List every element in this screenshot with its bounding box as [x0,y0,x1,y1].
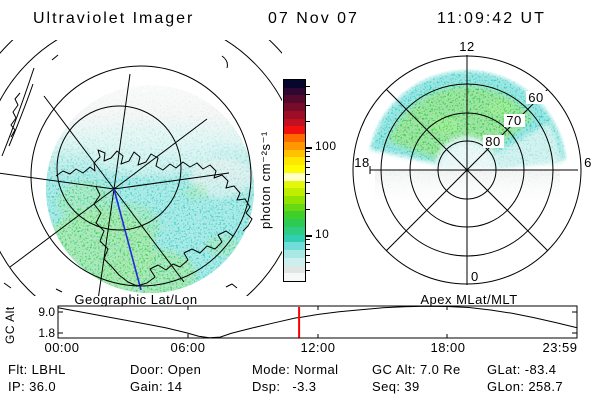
lat-label-bg [504,114,525,127]
xtick-0600: 06:00 [170,340,205,354]
meridian-lines [0,73,230,296]
status-gc-alt: GC Alt: 7.0 Re [372,362,461,377]
colorbar-label: photon cm⁻²s⁻¹ [258,131,273,229]
status-dsp: Dsp: -3.3 [252,379,317,394]
south-america-coast-2 [8,83,34,147]
clock-label-18: 18 [354,155,369,170]
xtick-2359: 23:59 [542,340,577,354]
status-flt: Flt: LBHL [8,362,66,377]
status-gain: Gain: 14 [130,379,183,394]
status-ip: IP: 36.0 [8,379,57,394]
xtick-0000: 00:00 [44,340,79,354]
lat-label-bg [526,91,547,104]
lat-label-70: 70 [506,113,521,128]
lat-label-60: 60 [528,90,543,105]
mlat-grid [352,55,582,285]
xtick-1200: 12:00 [300,340,335,354]
antarctica-coast-inner [93,186,234,287]
header-time: 11:09:42 UT [437,10,546,27]
gc-alt-ylabel: GC Alt [3,306,17,344]
colorbar-ticks: 100 10 [306,79,346,280]
status-glon: GLon: 258.7 [487,379,563,394]
gc-alt-curve [57,305,577,339]
status-seq: Seq: 39 [372,379,420,394]
left-polar-image [0,40,282,296]
caption-right: Apex MLat/MLT [420,294,517,307]
geographic-grid [0,40,282,296]
gc-alt-plot: Geographic Lat/Lon Apex MLat/MLT GC Alt … [3,294,578,354]
satellite-track-line [113,188,142,291]
colorbar-bands [283,79,306,282]
status-door: Door: Open [130,362,202,377]
right-polar-image: 12 18 6 0 60 70 80 [352,40,592,285]
aurora-blob [368,69,568,202]
status-mode: Mode: Normal [252,362,339,377]
caption-left: Geographic Lat/Lon [74,294,197,307]
south-america-coast-1 [1,67,35,157]
lat-label-80: 80 [485,134,500,149]
clock-label-6: 6 [584,155,592,170]
ytick-9.0: 9.0 [38,305,55,319]
coast-fragments [3,54,238,293]
white-speckle-right [368,69,568,202]
status-glat: GLat: -83.4 [487,362,557,377]
header-date: 07 Nov 07 [268,10,359,27]
clock-label-0: 0 [471,269,479,284]
coastline [1,54,253,293]
axis-ticks [58,306,577,338]
ytick-1.8: 1.8 [38,326,55,340]
header-title: Ultraviolet Imager [33,10,195,27]
lat-label-bg [483,135,504,148]
clock-label-12: 12 [459,40,474,54]
south-america-coast-3 [10,92,21,138]
xtick-1800: 18:00 [430,340,465,354]
antarctica-coast-north [55,149,253,232]
